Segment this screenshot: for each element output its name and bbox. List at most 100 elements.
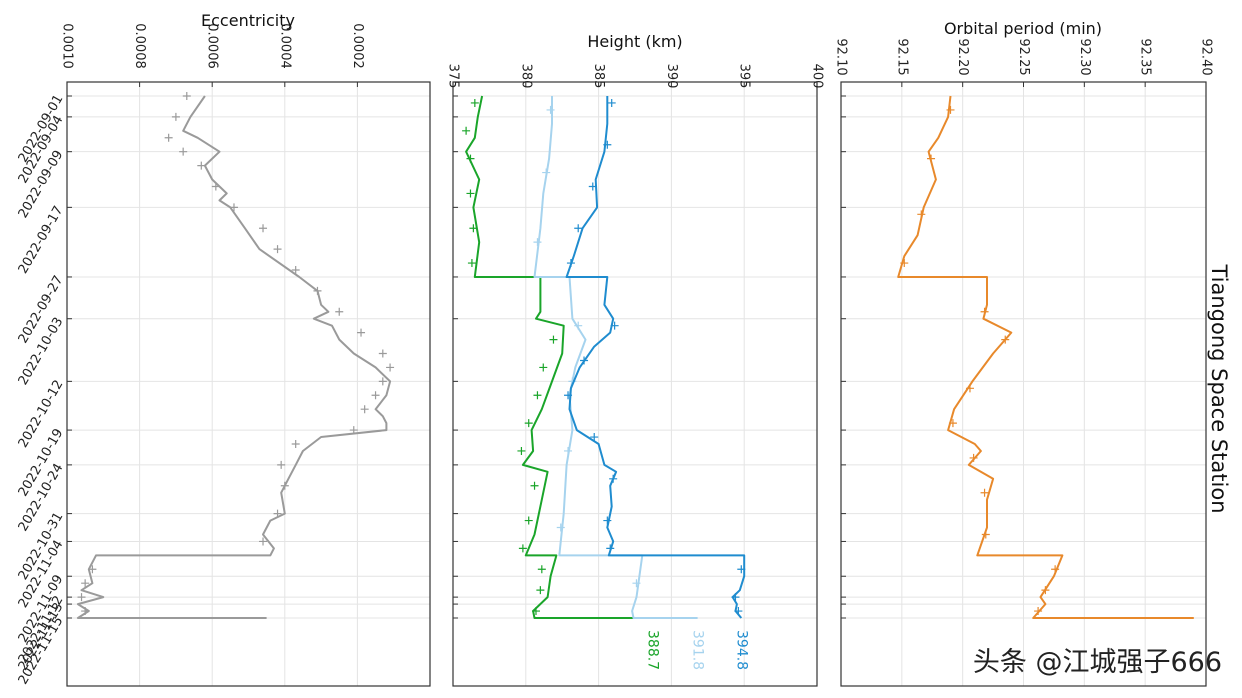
data-point-cross [280, 481, 289, 490]
data-point-cross [1051, 565, 1060, 574]
value-tick-label: 0.0004 [277, 23, 292, 69]
data-point-cross [536, 586, 545, 595]
data-point-cross [566, 259, 575, 268]
data-point-cross [531, 607, 540, 616]
data-point-cross [273, 245, 282, 254]
data-point-cross [965, 384, 974, 393]
data-point-cross [335, 307, 344, 316]
data-point-cross [980, 488, 989, 497]
grid-layer [67, 82, 1206, 686]
data-point-cross [378, 349, 387, 358]
value-tick-label: 92.15 [894, 38, 909, 75]
chart-title: Tiangong Space Station [1207, 263, 1231, 513]
data-point-cross [632, 579, 641, 588]
panel-frame [840, 81, 1207, 687]
value-tick-label: 390 [664, 64, 679, 89]
data-point-cross [470, 98, 479, 107]
value-tick-label: 92.25 [1016, 38, 1031, 75]
data-point-cross [564, 391, 573, 400]
data-point-cross [580, 356, 589, 365]
data-point-cross [537, 565, 546, 574]
data-point-cross [524, 419, 533, 428]
data-point-cross [371, 391, 380, 400]
panel-frame [452, 81, 818, 687]
data-point-cross [229, 203, 238, 212]
data-point-cross [517, 446, 526, 455]
data-point-cross [564, 446, 573, 455]
axis-title: Height (km) [587, 32, 682, 51]
data-point-cross [533, 238, 542, 247]
data-point-cross [734, 607, 743, 616]
data-point-cross [179, 147, 188, 156]
data-point-cross [900, 259, 909, 268]
data-point-cross [466, 189, 475, 198]
data-point-cross [546, 105, 555, 114]
data-point-cross [81, 579, 90, 588]
data-point-cross [1034, 607, 1043, 616]
value-tick-label: 375 [446, 64, 461, 89]
data-point-cross [533, 391, 542, 400]
data-point-cross [462, 126, 471, 135]
series-line [533, 96, 698, 619]
data-point-cross [291, 440, 300, 448]
value-tick-label: 0.0010 [60, 23, 75, 69]
data-point-cross [603, 140, 612, 149]
data-point-cross [731, 593, 740, 602]
axis-title: Orbital period (min) [944, 19, 1102, 38]
data-point-cross [357, 328, 366, 337]
data-point-cross [542, 168, 551, 177]
data-point-cross [549, 335, 558, 344]
data-point-cross [556, 523, 565, 532]
series-end-label: 391.8 [690, 630, 706, 670]
data-point-cross [518, 544, 527, 553]
series-line [465, 95, 653, 619]
series-end-label: 388.7 [644, 630, 660, 670]
value-tick-label: 0.0006 [205, 23, 220, 69]
axis-title: Eccentricity [201, 11, 295, 30]
frame-layer [66, 81, 1207, 687]
label-layer: 0.0002 0.0004 0.0006 0.0008 0.0010 Eccentrici… [16, 11, 1214, 687]
data-point-cross [164, 133, 173, 142]
data-point-cross [466, 154, 475, 163]
data-point-cross [378, 377, 387, 386]
data-point-cross [609, 474, 618, 483]
data-point-cross [603, 516, 612, 525]
data-point-cross [211, 182, 220, 191]
data-point-cross [313, 286, 322, 295]
value-tick-label: 92.30 [1077, 38, 1092, 75]
value-tick-label: 380 [518, 64, 533, 89]
panel-frame [66, 81, 431, 687]
data-point-cross [524, 516, 533, 525]
value-tick-label: 92.35 [1138, 38, 1153, 75]
data-point-cross [259, 537, 268, 546]
data-point-cross [737, 565, 746, 574]
data-point-cross [273, 509, 282, 518]
data-point-cross [182, 92, 191, 100]
data-point-cross [980, 307, 989, 316]
data-point-cross [171, 112, 180, 121]
value-tick-label: 92.20 [955, 38, 970, 75]
data-point-cross [197, 161, 206, 170]
data-point-cross [77, 593, 86, 602]
data-point-cross [530, 481, 539, 490]
value-tick-label: 385 [591, 64, 606, 89]
data-point-cross [574, 321, 583, 330]
data-point-cross [588, 182, 597, 191]
data-point-cross [590, 433, 599, 442]
series-line [76, 95, 392, 619]
data-point-cross [360, 405, 369, 414]
data-point-cross [607, 98, 616, 107]
data-point-cross [927, 154, 936, 163]
data-point-cross [981, 530, 990, 539]
data-point-cross [277, 460, 286, 469]
data-point-cross [1041, 586, 1050, 595]
data-point-cross [349, 426, 358, 435]
value-tick-label: 0.0002 [350, 23, 365, 69]
data-point-cross [948, 419, 957, 428]
data-point-cross [606, 544, 615, 553]
value-tick-label: 0.0008 [132, 23, 147, 69]
value-tick-label: 400 [810, 64, 825, 89]
data-point-cross [917, 210, 926, 219]
data-point-cross [259, 224, 268, 233]
series-end-label: 394.8 [733, 630, 749, 670]
